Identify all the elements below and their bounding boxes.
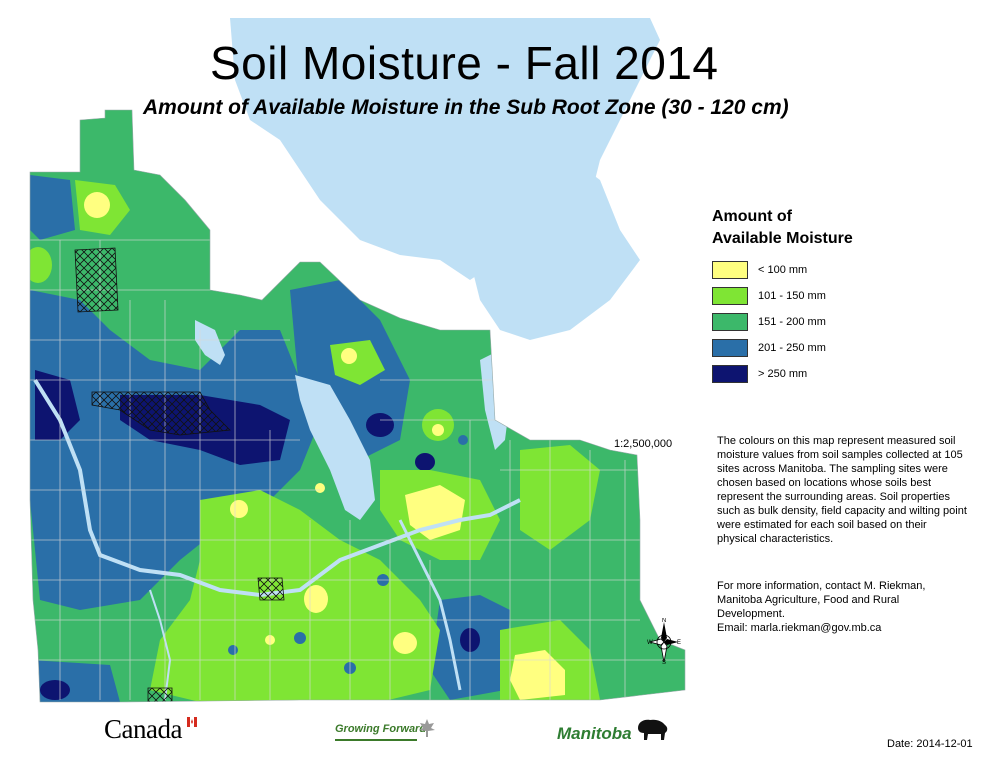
legend-label: < 100 mm — [758, 264, 808, 276]
legend-item: 101 - 150 mm — [712, 286, 826, 306]
description-text: The colours on this map represent measur… — [717, 435, 967, 545]
legend-label: 101 - 150 mm — [758, 290, 826, 302]
contact-email: Email: marla.riekman@gov.mb.ca — [717, 622, 882, 634]
growing-forward-logo: Growing Forward — [335, 723, 427, 735]
legend-title-line1: Amount of — [712, 208, 792, 225]
compass-s: S — [662, 660, 666, 664]
legend-item: 201 - 250 mm — [712, 338, 826, 358]
compass-n: N — [662, 618, 666, 624]
maple-leaf-icon — [419, 719, 435, 737]
contact-line: Development. — [717, 608, 785, 620]
compass-e: E — [677, 640, 681, 646]
manitoba-boundary — [29, 109, 686, 703]
map-title: Soil Moisture - Fall 2014 — [210, 37, 719, 89]
map-date: Date: 2014-12-01 — [887, 738, 973, 750]
legend-swatch — [712, 287, 748, 305]
growing-forward-underline — [335, 739, 417, 741]
legend-swatch — [712, 261, 748, 279]
legend: Amount of Available Moisture < 100 mm 10… — [712, 206, 932, 383]
contact-line: Manitoba Agriculture, Food and Rural — [717, 594, 900, 606]
legend-swatch — [712, 339, 748, 357]
legend-item: > 250 mm — [712, 364, 807, 384]
legend-swatch — [712, 313, 748, 331]
legend-label: 201 - 250 mm — [758, 342, 826, 354]
water-bodies — [230, 18, 660, 340]
canada-logo: Canada — [104, 714, 182, 744]
legend-title-line2: Available Moisture — [712, 230, 853, 247]
canada-flag-icon — [187, 717, 197, 727]
contact-info: For more information, contact M. Riekman… — [717, 579, 967, 635]
legend-item: 151 - 200 mm — [712, 312, 826, 332]
legend-swatch — [712, 365, 748, 383]
legend-label: > 250 mm — [758, 368, 808, 380]
legend-label: 151 - 200 mm — [758, 316, 826, 328]
bison-icon — [638, 719, 668, 740]
moisture-zones — [30, 110, 685, 702]
manitoba-logo: Manitoba — [557, 724, 632, 743]
compass-rose-icon: N S W E — [647, 618, 681, 664]
compass-w: W — [647, 640, 653, 646]
legend-item: < 100 mm — [712, 260, 807, 280]
map-subtitle: Amount of Available Moisture in the Sub … — [143, 96, 789, 119]
contact-line: For more information, contact M. Riekman… — [717, 580, 926, 592]
scale-text: 1:2,500,000 — [614, 438, 673, 450]
